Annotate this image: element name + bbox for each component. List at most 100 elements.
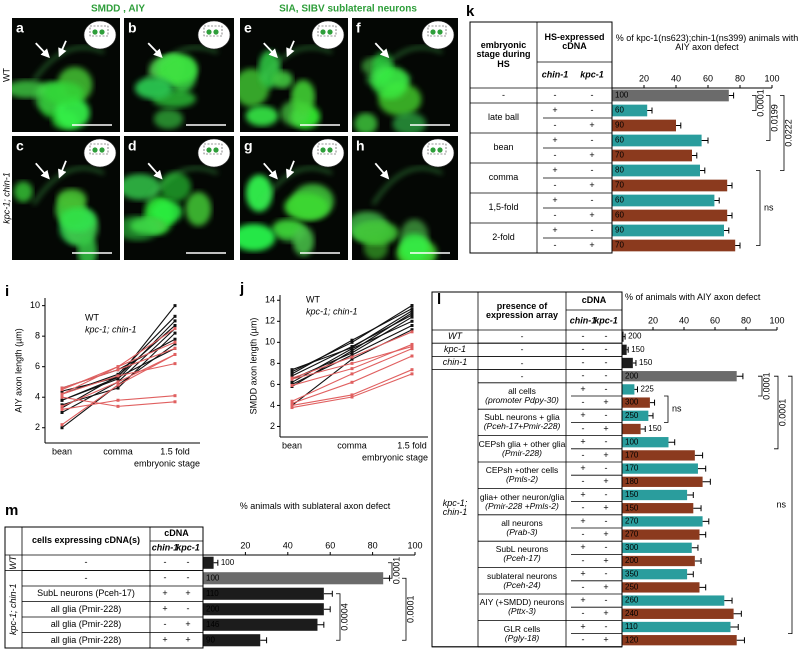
- sample-size: 150: [625, 490, 639, 499]
- cdna-mark: -: [605, 489, 608, 499]
- embryo-box: [89, 25, 109, 37]
- bar: [622, 608, 734, 619]
- label: SubL neurons + glia: [484, 412, 560, 423]
- y-tick-label: 14: [265, 295, 275, 305]
- group-label: late ball: [488, 112, 519, 122]
- table-header-text: presence of expression array: [478, 292, 566, 330]
- group-label: 2-fold: [492, 232, 515, 242]
- bar: [203, 572, 384, 585]
- table-header-text: cDNA: [566, 292, 622, 310]
- bar: [612, 164, 700, 177]
- data-point: [290, 370, 294, 374]
- significance-label: 0.0001: [755, 89, 765, 117]
- cell-body: [353, 220, 400, 246]
- sample-size: 240: [625, 609, 639, 618]
- data-point: [60, 406, 64, 410]
- embryo-icon: [83, 20, 117, 50]
- cell-body: [271, 70, 293, 89]
- bar: [622, 569, 688, 580]
- label: -: [520, 370, 524, 381]
- cdna-mark: -: [591, 90, 594, 100]
- data-point: [350, 367, 354, 371]
- group-label-text: SubL neurons (Pceh-17): [22, 586, 150, 602]
- label: % animals with sublateral axon defect: [239, 501, 391, 512]
- error-bar: [694, 558, 702, 564]
- cdna-mark: -: [591, 135, 594, 145]
- group-label: SubL neurons (Pceh-17): [22, 586, 150, 602]
- group-label: -: [521, 332, 524, 341]
- panel-letter: a: [16, 20, 24, 36]
- cdna-mark: -: [582, 608, 585, 618]
- data-point: [410, 330, 414, 334]
- group-label: -: [521, 358, 524, 367]
- label: GLR cells: [503, 623, 541, 634]
- y-tick-label: 2: [35, 422, 40, 432]
- bar: [622, 410, 649, 421]
- cdna-mark: +: [162, 604, 167, 614]
- genotype-label: kpc-1: [444, 344, 466, 354]
- cdna-mark: +: [603, 608, 608, 618]
- group-label: glia+ other neuron/glia(Pmir-228 +Pmls-2…: [480, 492, 564, 510]
- data-point: [410, 368, 414, 372]
- significance-label: 0.0001: [761, 372, 771, 400]
- cdna-mark: -: [582, 476, 585, 486]
- error-bar: [693, 505, 702, 512]
- cdna-mark: +: [589, 180, 594, 190]
- x-tick-label: bean: [52, 446, 72, 456]
- error-bar: [733, 610, 742, 617]
- group-label: -: [521, 345, 524, 354]
- data-point: [60, 407, 64, 411]
- data-point: [60, 423, 64, 427]
- micrograph-header: SIA, SIBV sublateral neurons: [279, 4, 417, 15]
- embryo-dot: [206, 29, 212, 35]
- data-point: [350, 349, 354, 353]
- bar: [612, 179, 728, 192]
- cdna-mark: +: [580, 516, 585, 526]
- cdna-mark: -: [591, 195, 594, 205]
- data-point: [410, 347, 414, 351]
- group-label: all glia (Pmir-228): [51, 635, 122, 645]
- label: -: [84, 572, 88, 583]
- data-point: [290, 368, 294, 372]
- bar: [622, 555, 695, 567]
- chart-title: % of kpc-1(ns623);chin-1(ns399) animals …: [616, 33, 799, 52]
- cdna-mark: +: [162, 635, 167, 645]
- cdna-mark: -: [591, 105, 594, 115]
- embryo-box: [317, 143, 337, 155]
- cell-body: [399, 233, 430, 260]
- cdna-mark: -: [554, 120, 557, 130]
- error-bar: [727, 212, 733, 219]
- table-header: cDNA: [150, 527, 203, 541]
- cdna-mark: +: [580, 384, 585, 394]
- cdna-mark: +: [603, 423, 608, 433]
- arrow: [374, 42, 390, 59]
- embryo-dot: [99, 29, 105, 35]
- label: (Pceh-24): [503, 579, 541, 590]
- significance-bracket: [766, 95, 771, 141]
- y-tick-label: 4: [35, 392, 40, 402]
- error-bar: [699, 584, 707, 591]
- table-header-text: cDNA: [150, 527, 203, 541]
- sample-size: 270: [625, 530, 639, 539]
- error-bar: [623, 333, 626, 340]
- label: (Pmir-228): [502, 447, 542, 458]
- cdna-mark: -: [605, 344, 608, 354]
- bar: [622, 344, 627, 355]
- data-point: [60, 389, 64, 393]
- bar: [203, 618, 318, 631]
- micrograph-signal: [240, 20, 345, 129]
- group-label-text: bean: [470, 133, 537, 163]
- x-tick-label: 100: [764, 73, 779, 83]
- x-tick-label: 40: [671, 73, 681, 83]
- x-tick-label: 60: [710, 315, 720, 325]
- data-point: [410, 309, 414, 313]
- embryo-box: [427, 25, 447, 37]
- cdna-mark: -: [605, 516, 608, 526]
- data-point: [410, 313, 414, 317]
- y-tick-label: 4: [270, 400, 275, 410]
- embryo-box: [203, 25, 223, 37]
- label: cDNA: [581, 295, 607, 306]
- group-label-text: CEPsh +other cells (Pmls-2): [478, 462, 566, 488]
- label: SubL neurons: [495, 544, 549, 555]
- sample-size: 225: [641, 385, 655, 394]
